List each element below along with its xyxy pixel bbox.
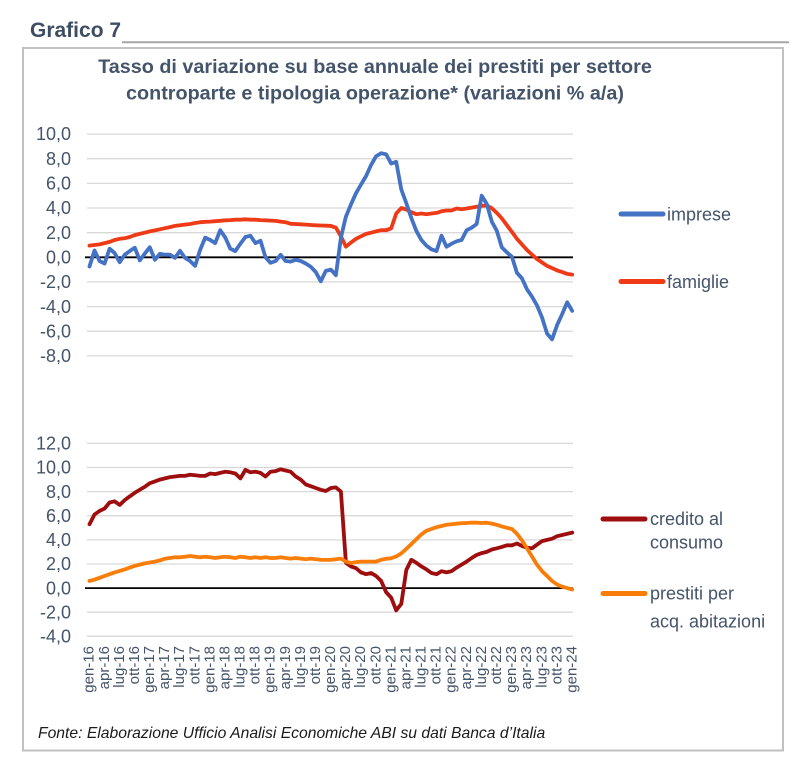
svg-text:Grafico 7: Grafico 7 — [30, 19, 121, 42]
svg-text:6,0: 6,0 — [46, 506, 71, 526]
svg-text:apr-21: apr-21 — [398, 646, 415, 689]
svg-text:ott-22: ott-22 — [488, 646, 505, 684]
svg-text:-6,0: -6,0 — [40, 321, 71, 341]
svg-text:8,0: 8,0 — [46, 482, 71, 502]
svg-text:apr-17: apr-17 — [156, 646, 173, 689]
svg-text:gen-19: gen-19 — [262, 646, 279, 693]
svg-text:lug-20: lug-20 — [352, 646, 369, 688]
svg-text:ott-17: ott-17 — [186, 646, 203, 684]
svg-text:Tasso di variazione su base an: Tasso di variazione su base annuale dei … — [98, 56, 652, 78]
svg-text:-4,0: -4,0 — [40, 627, 71, 647]
svg-text:apr-19: apr-19 — [277, 646, 294, 689]
svg-text:-2,0: -2,0 — [40, 272, 71, 292]
svg-text:acq. abitazioni: acq. abitazioni — [650, 612, 765, 632]
svg-text:lug-23: lug-23 — [533, 646, 550, 688]
svg-text:Fonte: Elaborazione Ufficio An: Fonte: Elaborazione Ufficio Analisi Econ… — [38, 725, 545, 742]
svg-text:apr-16: apr-16 — [96, 646, 113, 689]
svg-text:imprese: imprese — [667, 204, 731, 224]
svg-text:lug-18: lug-18 — [232, 646, 249, 688]
svg-text:credito al: credito al — [650, 509, 723, 529]
svg-text:apr-22: apr-22 — [458, 646, 475, 689]
svg-text:ott-18: ott-18 — [247, 646, 264, 684]
svg-text:ott-23: ott-23 — [548, 646, 565, 684]
svg-text:gen-23: gen-23 — [503, 646, 520, 693]
svg-text:gen-16: gen-16 — [81, 646, 98, 693]
svg-text:gen-20: gen-20 — [322, 646, 339, 693]
svg-text:lug-22: lug-22 — [473, 646, 490, 688]
svg-text:-8,0: -8,0 — [40, 346, 71, 366]
svg-text:6,0: 6,0 — [46, 174, 71, 194]
svg-text:ott-20: ott-20 — [367, 646, 384, 684]
svg-text:prestiti per: prestiti per — [650, 584, 734, 604]
svg-text:ott-21: ott-21 — [428, 646, 445, 684]
svg-text:ott-19: ott-19 — [307, 646, 324, 684]
svg-text:-4,0: -4,0 — [40, 297, 71, 317]
svg-text:famiglie: famiglie — [667, 272, 729, 292]
svg-text:controparte e tipologia operaz: controparte e tipologia operazione* (var… — [126, 83, 624, 105]
svg-text:10,0: 10,0 — [36, 124, 71, 144]
svg-text:apr-23: apr-23 — [518, 646, 535, 689]
svg-text:0,0: 0,0 — [46, 578, 71, 598]
svg-text:gen-24: gen-24 — [563, 646, 580, 693]
svg-text:lug-16: lug-16 — [111, 646, 128, 688]
svg-text:4,0: 4,0 — [46, 198, 71, 218]
svg-text:lug-19: lug-19 — [292, 646, 309, 688]
svg-text:gen-21: gen-21 — [382, 646, 399, 693]
svg-text:gen-17: gen-17 — [141, 646, 158, 693]
svg-text:apr-18: apr-18 — [217, 646, 234, 689]
svg-text:2,0: 2,0 — [46, 554, 71, 574]
svg-text:-2,0: -2,0 — [40, 602, 71, 622]
svg-text:lug-17: lug-17 — [171, 646, 188, 688]
svg-text:4,0: 4,0 — [46, 530, 71, 550]
svg-text:ott-16: ott-16 — [126, 646, 143, 684]
svg-text:consumo: consumo — [650, 533, 723, 553]
svg-text:8,0: 8,0 — [46, 149, 71, 169]
svg-text:2,0: 2,0 — [46, 223, 71, 243]
svg-text:gen-18: gen-18 — [201, 646, 218, 693]
svg-text:lug-21: lug-21 — [413, 646, 430, 688]
svg-text:10,0: 10,0 — [36, 458, 71, 478]
svg-text:gen-22: gen-22 — [443, 646, 460, 693]
svg-text:12,0: 12,0 — [36, 434, 71, 454]
svg-text:apr-20: apr-20 — [337, 646, 354, 689]
svg-text:0,0: 0,0 — [46, 248, 71, 268]
